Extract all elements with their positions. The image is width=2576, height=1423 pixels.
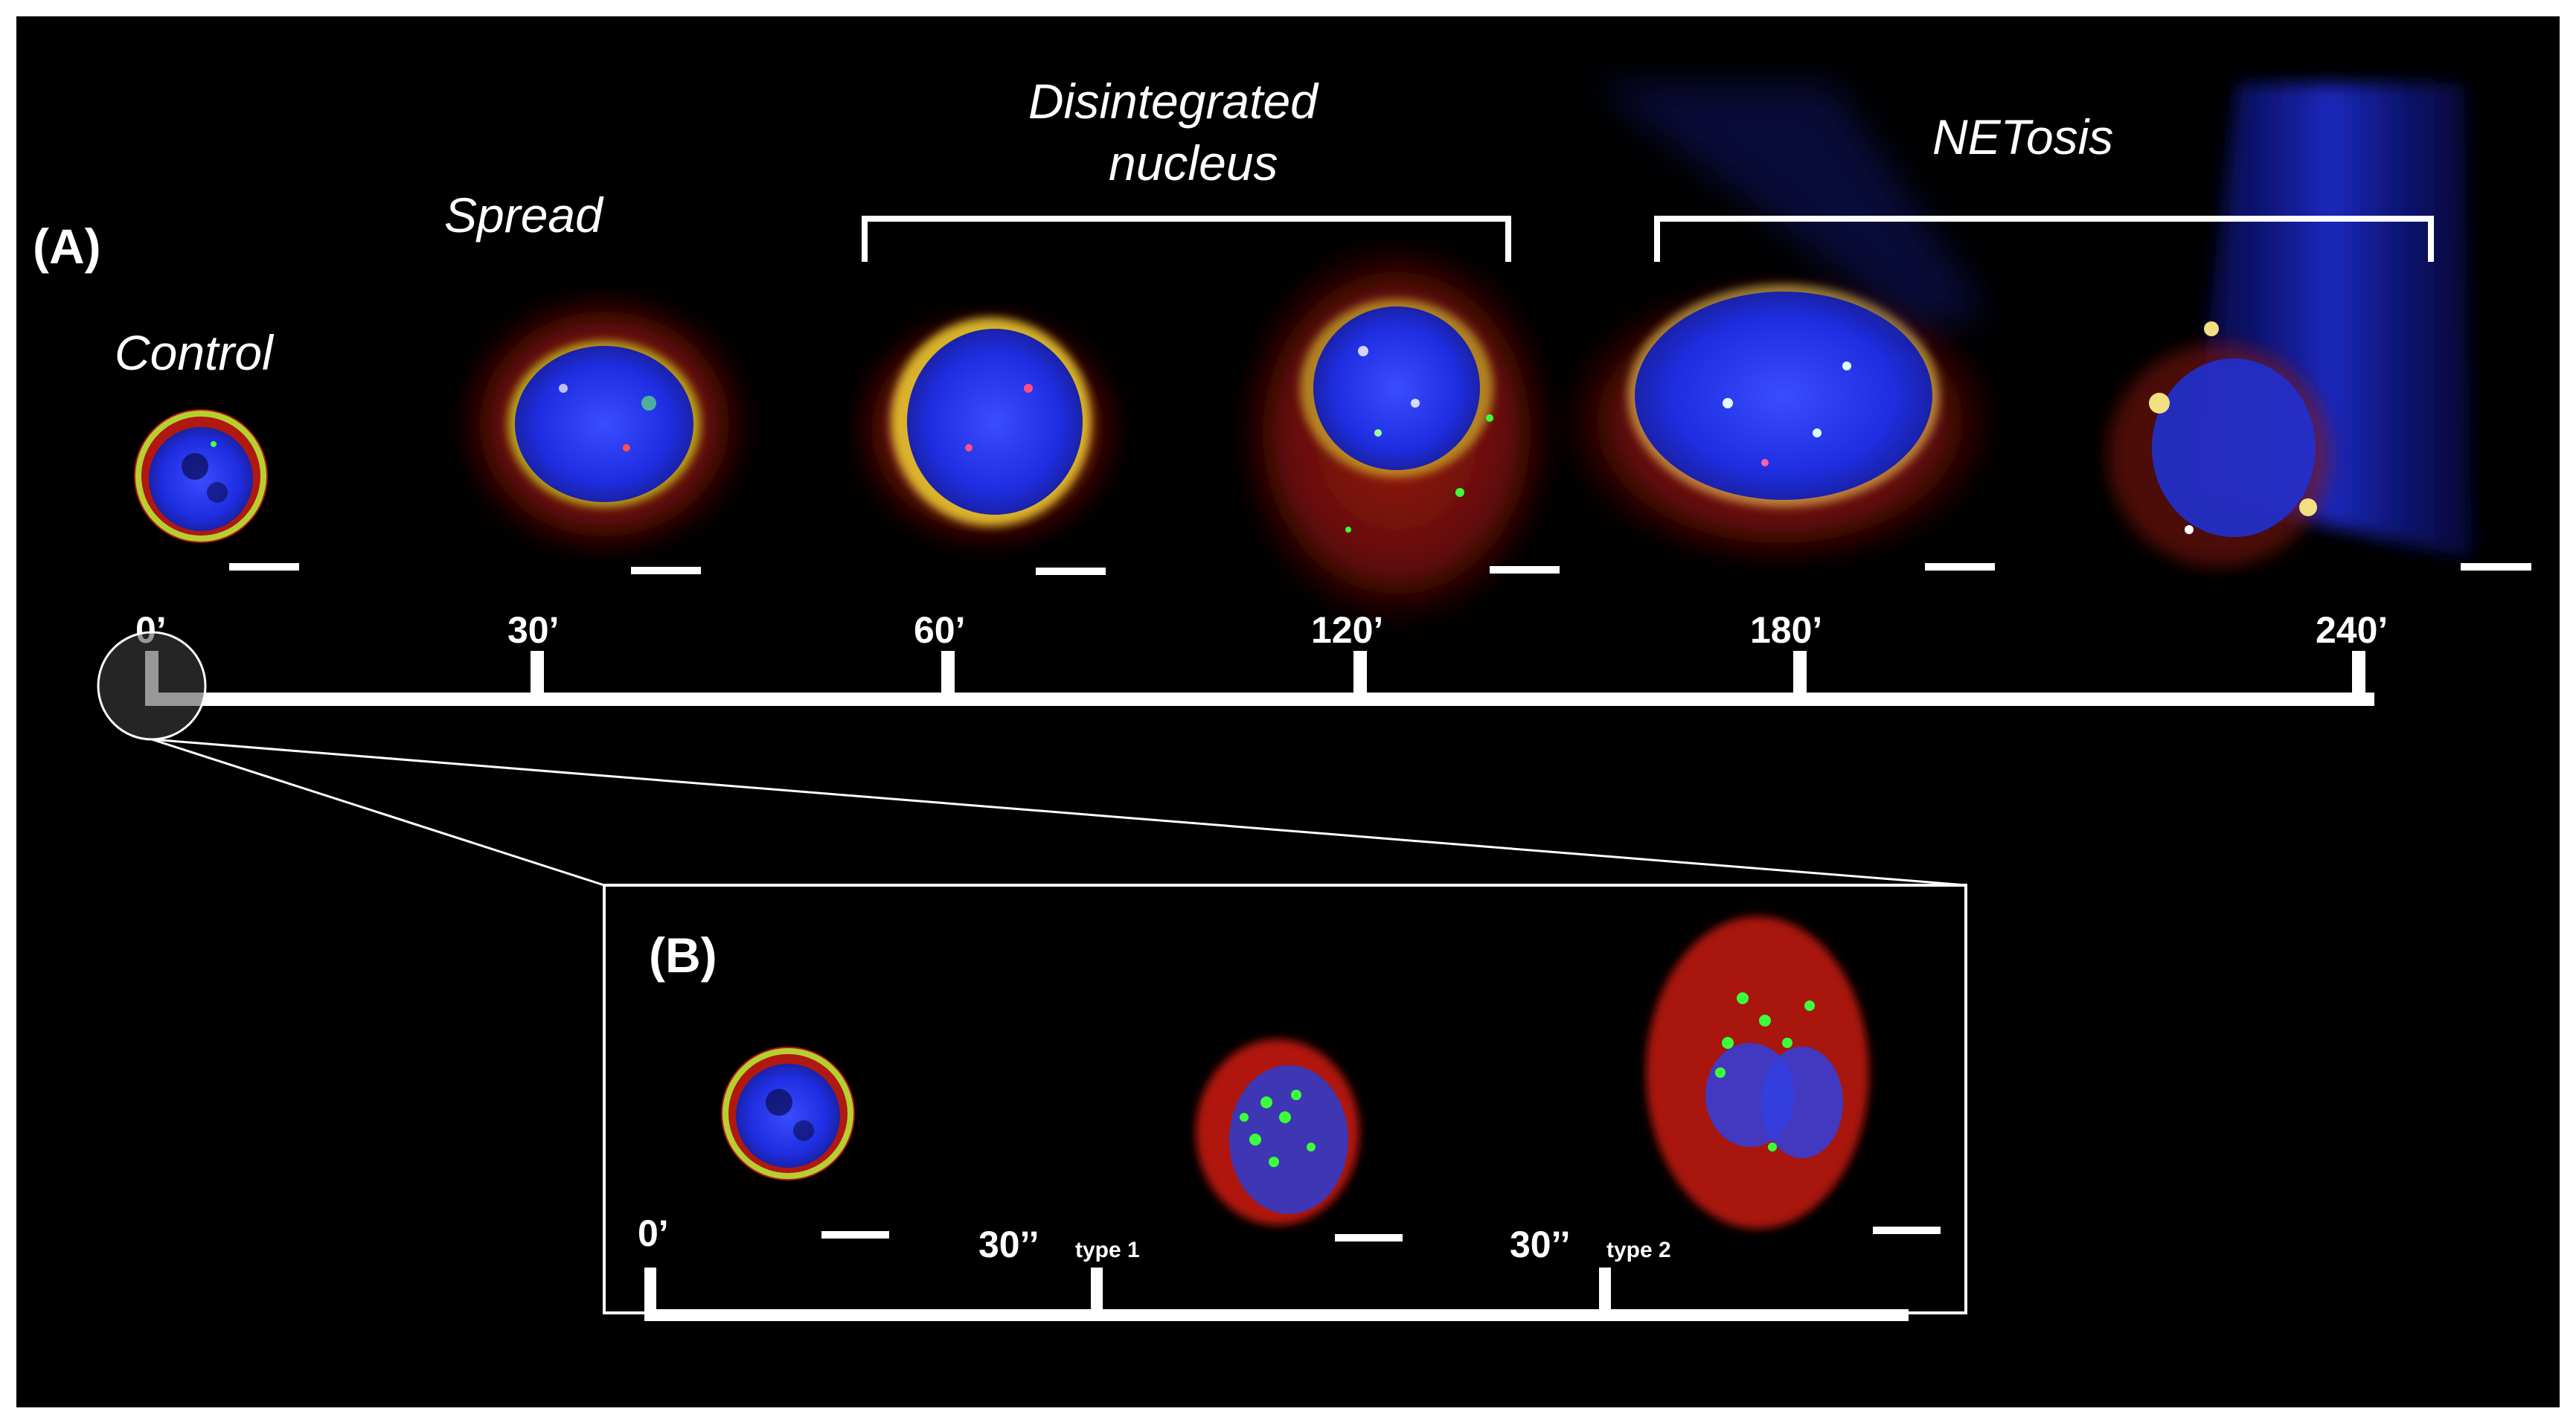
panel-b-label: (B) xyxy=(649,928,717,983)
stage-label-netosis: NETosis xyxy=(1932,109,2113,164)
cell-spread xyxy=(452,286,757,562)
zoom-connector-line xyxy=(151,738,605,887)
zoom-highlight-circle xyxy=(97,631,207,741)
bracket-disintegrated xyxy=(862,216,1511,262)
tick-label: 30’’ xyxy=(978,1224,1039,1265)
tick-label: 0’ xyxy=(638,1212,669,1254)
cell-b-type2 xyxy=(1646,916,1869,1229)
cell-240min-net xyxy=(1594,83,2472,567)
tick-label: 30’ xyxy=(507,609,560,651)
cell-b-type1 xyxy=(1196,1039,1359,1225)
tick-label: 240’ xyxy=(2316,609,2388,651)
cell-60min xyxy=(846,303,1129,556)
bracket-netosis xyxy=(1654,216,2434,262)
stage-label-control: Control xyxy=(115,325,275,380)
stage-label-spread: Spread xyxy=(444,187,604,242)
stage-label-disintegrated: Disintegrated xyxy=(1028,74,1319,129)
cell-control xyxy=(134,409,268,543)
cell-b-0 xyxy=(721,1047,855,1181)
tick-label-sub: type 1 xyxy=(1075,1238,1140,1262)
scale-bars-a xyxy=(229,563,2531,575)
tick-label: 60’ xyxy=(914,609,966,651)
cell-180min xyxy=(1557,273,2003,571)
timeline-a xyxy=(145,651,2374,706)
figure-svg: (A) Control Spread Disintegrated nucleus… xyxy=(33,74,2531,1321)
tick-label-sub: type 2 xyxy=(1606,1238,1671,1262)
scale-bars-b xyxy=(821,1227,1941,1241)
zoom-connector-line xyxy=(151,738,1967,887)
timeline-b xyxy=(644,1268,1909,1321)
tick-label: 30’’ xyxy=(1510,1224,1571,1265)
stage-label-nucleus: nucleus xyxy=(1109,135,1278,190)
figure-canvas: (A) Control Spread Disintegrated nucleus… xyxy=(16,16,2560,1407)
panel-a-label: (A) xyxy=(33,219,101,274)
tick-label: 180’ xyxy=(1750,609,1822,651)
cell-120min xyxy=(1233,236,1560,630)
tick-label: 120’ xyxy=(1311,609,1383,651)
